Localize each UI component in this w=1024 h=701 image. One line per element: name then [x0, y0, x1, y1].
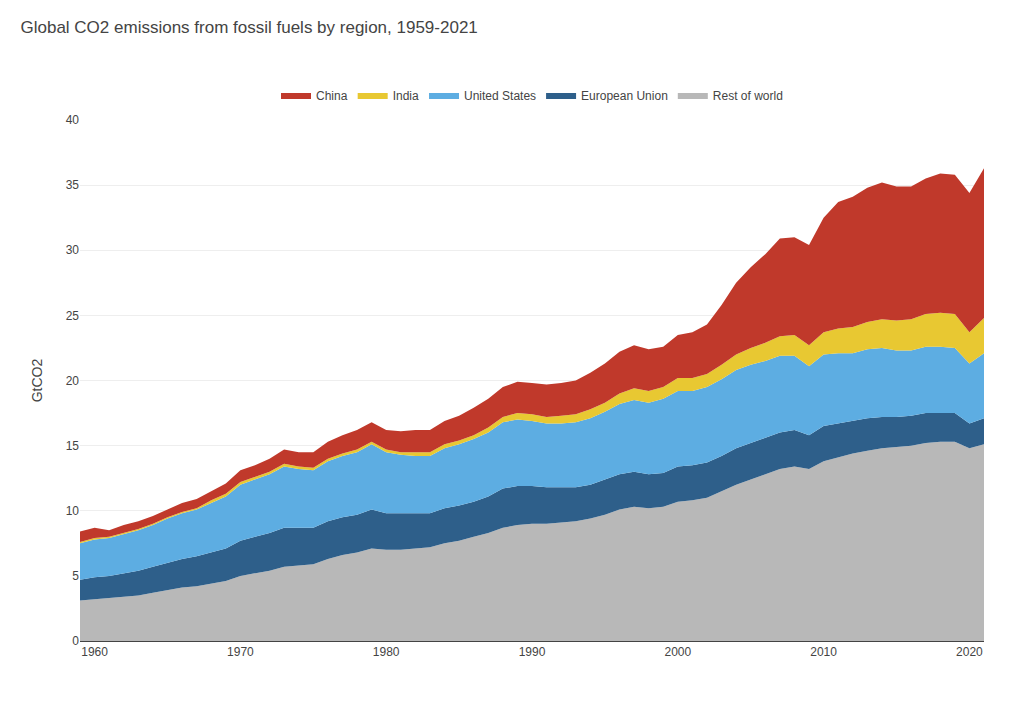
- svg-text:European Union: European Union: [581, 89, 668, 103]
- svg-text:5: 5: [72, 569, 79, 583]
- svg-text:Rest of world: Rest of world: [713, 89, 783, 103]
- svg-text:2020: 2020: [956, 645, 983, 659]
- svg-text:10: 10: [66, 504, 80, 518]
- svg-text:30: 30: [66, 243, 80, 257]
- svg-text:GtCO2: GtCO2: [29, 359, 45, 403]
- svg-text:China: China: [316, 89, 348, 103]
- svg-text:1970: 1970: [227, 645, 254, 659]
- svg-text:Global CO2 emissions from foss: Global CO2 emissions from fossil fuels b…: [20, 18, 477, 37]
- svg-text:1960: 1960: [81, 645, 108, 659]
- svg-text:40: 40: [66, 113, 80, 127]
- svg-text:0: 0: [72, 634, 79, 648]
- svg-text:1990: 1990: [519, 645, 546, 659]
- svg-text:35: 35: [66, 178, 80, 192]
- svg-text:India: India: [393, 89, 419, 103]
- svg-text:15: 15: [66, 439, 80, 453]
- svg-text:20: 20: [66, 374, 80, 388]
- svg-text:25: 25: [66, 309, 80, 323]
- svg-text:2010: 2010: [810, 645, 837, 659]
- svg-text:2000: 2000: [664, 645, 691, 659]
- svg-text:1980: 1980: [373, 645, 400, 659]
- svg-text:United States: United States: [464, 89, 536, 103]
